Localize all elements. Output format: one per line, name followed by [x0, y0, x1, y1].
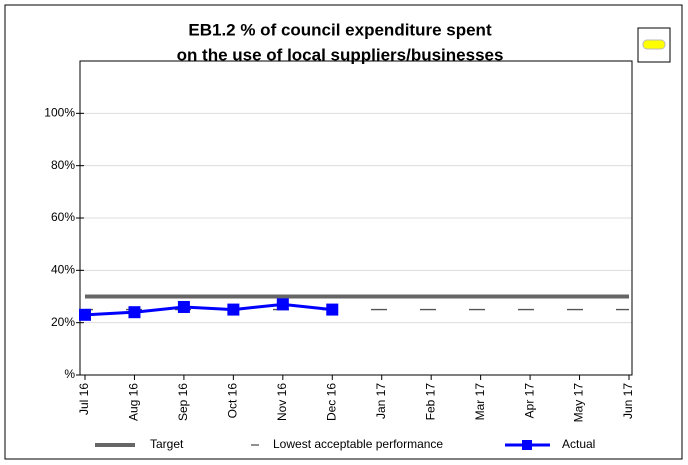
point [227, 303, 240, 316]
y-tick-label: 80% [51, 158, 75, 172]
chart-title: on the use of local suppliers/businesses [177, 45, 504, 64]
series-line [84, 302, 333, 317]
x-tick-label: Feb 17 [423, 383, 437, 421]
x-tick-label: Aug 16 [127, 383, 141, 421]
legend-label: Lowest acceptable performance [273, 437, 443, 451]
legend-label: Actual [562, 437, 595, 451]
x-tick-label: Nov 16 [275, 383, 289, 421]
y-tick-label: 20% [51, 315, 75, 329]
x-tick-label: Apr 17 [522, 383, 536, 419]
x-tick-label: May 17 [572, 383, 586, 423]
legend-label: Target [150, 437, 184, 451]
point [79, 308, 91, 321]
x-tick-label: Jul 16 [77, 383, 91, 415]
x-tick-label: Sep 16 [176, 383, 190, 421]
y-tick-label: 60% [51, 210, 75, 224]
legend-swatch [522, 440, 532, 450]
chart-title: EB1.2 % of council expenditure spent [188, 20, 492, 39]
x-tick-label: Jan 17 [374, 383, 388, 419]
x-tick-label: Jun 17 [621, 383, 635, 419]
point [128, 306, 141, 319]
y-tick-label: 100% [44, 106, 75, 120]
x-tick-label: Oct 16 [226, 383, 240, 419]
y-tick-label: % [64, 367, 75, 381]
x-tick-label: Mar 17 [473, 383, 487, 421]
frame [4, 4, 683, 460]
plot-border [79, 60, 633, 376]
point [326, 303, 339, 316]
x-tick-label: Dec 16 [324, 383, 338, 421]
status-icon [637, 27, 671, 63]
point [177, 300, 190, 313]
y-tick-label: 40% [51, 263, 75, 277]
point [276, 298, 289, 311]
